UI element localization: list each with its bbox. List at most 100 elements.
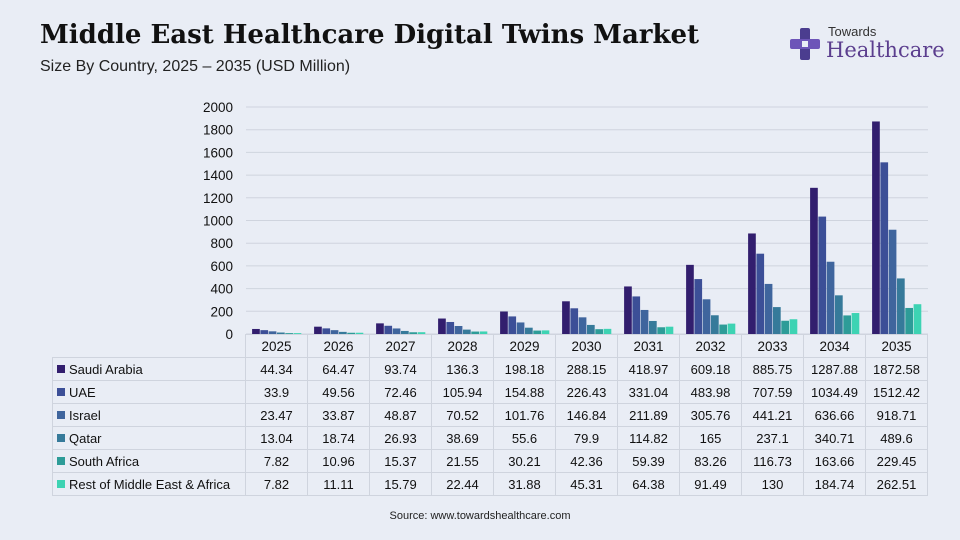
- table-corner: [53, 335, 246, 358]
- source-note: Source: www.towardshealthcare.com: [389, 510, 571, 522]
- bar: [711, 315, 719, 334]
- bar: [773, 307, 781, 334]
- data-label: 72.46: [369, 380, 432, 404]
- data-label: 64.47: [307, 357, 370, 381]
- data-label: 636.66: [803, 403, 866, 427]
- data-label: 918.71: [865, 403, 928, 427]
- x-tick-label: 2028: [431, 334, 494, 358]
- bar: [624, 286, 632, 334]
- data-label: 15.37: [369, 449, 432, 473]
- bar: [913, 304, 922, 334]
- brand-logo: Towards Healthcare: [790, 20, 945, 66]
- bar: [409, 332, 417, 334]
- bar: [595, 329, 603, 334]
- data-label: 331.04: [617, 380, 680, 404]
- legend-swatch: [57, 480, 65, 489]
- data-label: 340.71: [803, 426, 866, 450]
- bar: [376, 323, 384, 334]
- data-label: 211.89: [617, 403, 680, 427]
- y-tick-label: 800: [210, 236, 233, 251]
- data-label: 226.43: [555, 380, 618, 404]
- bar: [851, 313, 860, 334]
- data-table: 2025 2026 2027 2028 2029 2030 2031 2032 2033 2034…: [52, 334, 928, 496]
- bar: [880, 162, 889, 334]
- y-tick-label: 600: [210, 259, 233, 274]
- data-label: 21.55: [431, 449, 494, 473]
- data-label: 184.74: [803, 472, 866, 496]
- legend-entry: Saudi Arabia: [52, 357, 246, 381]
- series-name: UAE: [69, 384, 96, 400]
- series-name: South Africa: [69, 453, 140, 469]
- data-label: 48.87: [369, 403, 432, 427]
- data-label: 441.21: [741, 403, 804, 427]
- data-label: 1287.88: [803, 357, 866, 381]
- data-label: 229.45: [865, 449, 928, 473]
- data-label: 13.04: [245, 426, 308, 450]
- bar: [384, 325, 393, 334]
- data-label: 18.74: [307, 426, 370, 450]
- x-tick-label: 2034: [803, 334, 866, 358]
- legend-swatch: [57, 434, 65, 443]
- y-tick-label: 1400: [203, 168, 233, 183]
- data-label: 93.74: [369, 357, 432, 381]
- legend-entry: South Africa: [52, 449, 246, 473]
- table-row: UAE 33.9 49.56 72.46 105.94 154.88 226.43 331.0…: [52, 380, 928, 404]
- x-tick-label: 2029: [493, 334, 556, 358]
- bar: [471, 331, 479, 334]
- bar: [355, 332, 364, 334]
- data-label: 130: [741, 472, 804, 496]
- bar: [727, 323, 736, 334]
- x-tick-label: 2033: [741, 334, 804, 358]
- data-label: 483.98: [679, 380, 742, 404]
- x-tick-label: 2025: [245, 334, 308, 358]
- series-name: Israel: [69, 407, 101, 423]
- bar: [516, 322, 525, 334]
- data-label: 11.11: [307, 472, 370, 496]
- data-label: 707.59: [741, 380, 804, 404]
- data-label: 10.96: [307, 449, 370, 473]
- data-label: 489.6: [865, 426, 928, 450]
- legend-entry: Qatar: [52, 426, 246, 450]
- bar: [277, 332, 285, 334]
- bar: [843, 315, 851, 334]
- data-label: 116.73: [741, 449, 804, 473]
- bar: [835, 295, 843, 334]
- logo-main-text: Healthcare: [826, 38, 945, 62]
- data-label: 44.34: [245, 357, 308, 381]
- y-tick-label: 0: [225, 327, 233, 340]
- data-label: 70.52: [431, 403, 494, 427]
- bar: [702, 299, 711, 334]
- bar: [293, 333, 302, 334]
- data-label: 33.87: [307, 403, 370, 427]
- chart-subtitle: Size By Country, 2025 – 2035 (USD Millio…: [40, 58, 351, 75]
- bar: [463, 329, 471, 334]
- data-label: 262.51: [865, 472, 928, 496]
- data-label: 154.88: [493, 380, 556, 404]
- bar: [649, 320, 657, 334]
- bar: [905, 307, 913, 334]
- data-label: 163.66: [803, 449, 866, 473]
- legend-swatch: [57, 365, 65, 374]
- bar: [446, 321, 455, 334]
- bar: [347, 332, 355, 334]
- bar: [719, 324, 727, 334]
- bar: [392, 328, 401, 334]
- data-label: 45.31: [555, 472, 618, 496]
- data-label: 31.88: [493, 472, 556, 496]
- bar: [587, 324, 595, 334]
- data-label: 146.84: [555, 403, 618, 427]
- bar: [632, 296, 641, 334]
- data-label: 1034.49: [803, 380, 866, 404]
- bar: [578, 317, 587, 334]
- table-row: Israel 23.47 33.87 48.87 70.52 101.76 146.84 21…: [52, 403, 928, 427]
- data-label: 885.75: [741, 357, 804, 381]
- bar: [285, 333, 293, 334]
- data-label: 49.56: [307, 380, 370, 404]
- bar: [764, 283, 773, 334]
- bar: [454, 325, 463, 334]
- bar: [640, 309, 649, 334]
- bar: [260, 330, 269, 334]
- data-label: 305.76: [679, 403, 742, 427]
- y-tick-label: 200: [210, 304, 233, 319]
- x-tick-label: 2027: [369, 334, 432, 358]
